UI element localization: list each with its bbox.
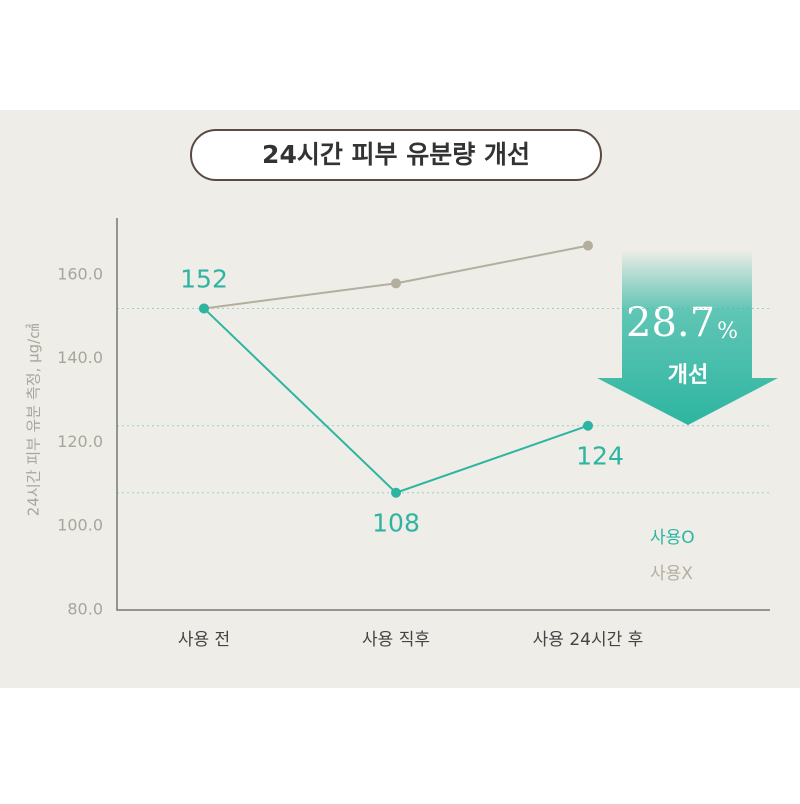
title-pill [190,129,602,181]
annotation-text: 개선 [668,363,708,388]
y-tick-label: 80.0 [67,600,103,619]
data-label: 108 [372,509,420,538]
data-point [583,240,593,251]
y-tick-label: 140.0 [57,348,103,367]
data-label: 124 [576,442,624,471]
x-tick-label: 사용 직후 [362,630,430,650]
y-tick-label: 100.0 [57,516,103,535]
data-label: 152 [180,264,228,293]
data-point [199,303,209,314]
legend-entry: 사용O [650,528,695,548]
legend-entry: 사용X [650,564,693,584]
axes [116,218,770,611]
y-axis-label: 24시간 피부 유분 측정, μg/㎠ [25,324,43,516]
y-tick-label: 120.0 [57,432,103,451]
x-tick-label: 사용 24시간 후 [533,630,644,650]
y-tick-label: 160.0 [57,264,103,283]
chart-title: 24시간 피부 유분량 개선 [262,140,530,169]
x-tick-label: 사용 전 [178,630,230,650]
annotation-value: 28.7 [626,300,715,346]
improvement-arrow [597,250,778,425]
data-point [583,420,593,431]
data-point [391,278,401,289]
annotation-unit: % [717,319,738,344]
data-point [391,487,401,498]
